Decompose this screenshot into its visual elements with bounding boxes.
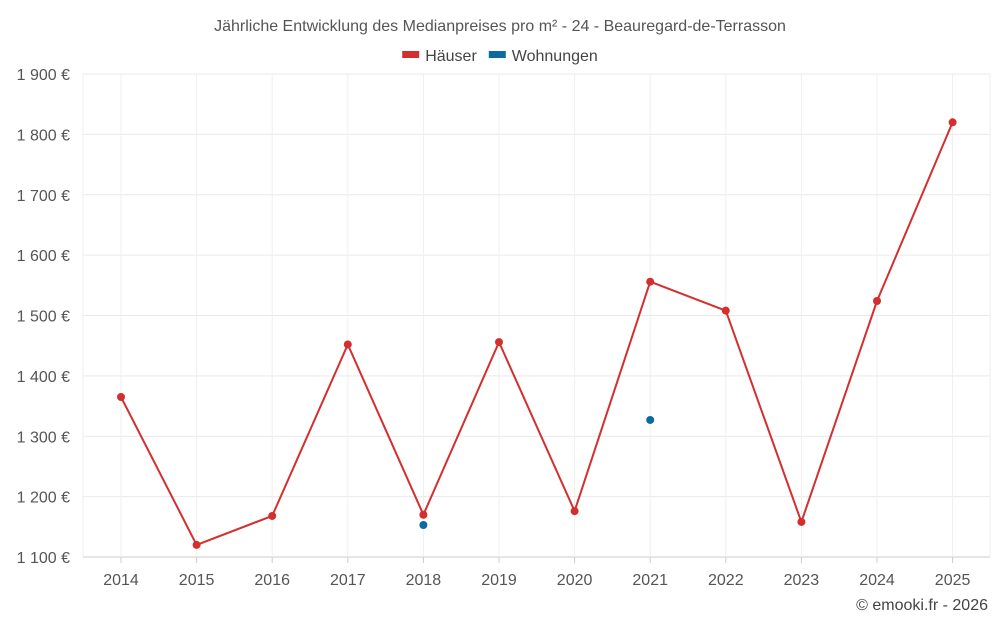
x-tick-label: 2025 xyxy=(935,572,971,589)
data-point-h-user xyxy=(268,511,277,520)
data-point-h-user xyxy=(721,306,730,315)
x-tick-label: 2016 xyxy=(254,572,290,589)
data-point-h-user xyxy=(570,507,579,516)
legend: Häuser Wohnungen xyxy=(402,48,598,65)
y-tick-label: 1 400 € xyxy=(17,369,70,386)
series xyxy=(117,118,957,549)
data-point-h-user xyxy=(192,540,201,549)
y-tick-label: 1 500 € xyxy=(17,309,70,326)
data-point-h-user xyxy=(873,297,881,306)
data-point-h-user xyxy=(948,118,957,127)
data-point-wohnungen xyxy=(646,415,655,424)
y-tick-label: 1 100 € xyxy=(17,550,70,567)
y-tick-label: 1 300 € xyxy=(17,429,70,446)
data-point-wohnungen xyxy=(419,521,428,530)
x-tick-label: 2017 xyxy=(330,572,366,589)
grid xyxy=(82,73,991,558)
x-tick-label: 2018 xyxy=(406,572,442,589)
legend-swatch xyxy=(402,51,420,58)
axes: 1 100 € 1 200 € 1 300 € 1 400 € 1 500 € 1 600… xyxy=(17,67,971,589)
credit: © emooki.fr - 2026 xyxy=(856,597,988,614)
y-tick-label: 1 700 € xyxy=(17,188,70,205)
x-tick-label: 2015 xyxy=(179,572,215,589)
y-tick-label: 1 800 € xyxy=(17,127,70,144)
x-tick-label: 2024 xyxy=(859,572,895,589)
x-tick-label: 2022 xyxy=(708,572,744,589)
data-point-h-user xyxy=(646,277,655,286)
x-tick-label: 2023 xyxy=(784,572,820,589)
series-line-h-user xyxy=(120,121,954,546)
x-tick-label: 2021 xyxy=(632,572,668,589)
data-point-h-user xyxy=(343,340,352,349)
legend-item-h-user: Häuser xyxy=(402,48,477,65)
legend-label: Häuser xyxy=(425,48,477,65)
legend-swatch xyxy=(488,51,506,58)
y-tick-label: 1 600 € xyxy=(17,248,70,265)
x-tick-label: 2020 xyxy=(557,572,593,589)
y-tick-label: 1 900 € xyxy=(17,67,70,84)
data-point-h-user xyxy=(797,517,806,526)
legend-item-wohnungen: Wohnungen xyxy=(488,48,598,65)
data-point-h-user xyxy=(495,338,503,347)
x-tick-label: 2019 xyxy=(481,572,517,589)
chart-title: Jährliche Entwicklung des Medianpreises … xyxy=(214,18,786,35)
legend-label: Wohnungen xyxy=(512,48,598,65)
data-point-h-user xyxy=(419,510,428,519)
data-point-h-user xyxy=(117,393,125,402)
x-tick-label: 2014 xyxy=(103,572,139,589)
y-tick-label: 1 200 € xyxy=(17,490,70,507)
